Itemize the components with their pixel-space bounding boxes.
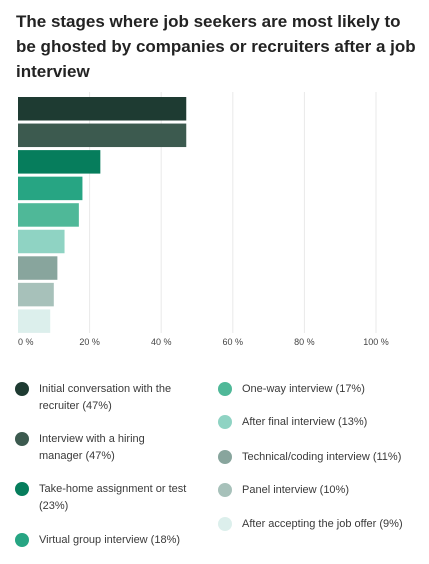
bar bbox=[18, 176, 83, 201]
chart-title: The stages where job seekers are most li… bbox=[16, 12, 416, 81]
bar bbox=[18, 229, 65, 254]
x-tick-label: 100 % bbox=[363, 337, 389, 347]
x-tick-label: 80 % bbox=[294, 337, 315, 347]
bar bbox=[18, 256, 58, 280]
bar bbox=[18, 123, 187, 148]
x-tick-label: 60 % bbox=[223, 337, 244, 347]
bar bbox=[18, 97, 187, 121]
x-axis-ticks: 0 % 20 % 40 % 60 % 80 % 100 % bbox=[18, 337, 389, 347]
bar bbox=[18, 282, 54, 307]
x-tick-label: 20 % bbox=[79, 337, 100, 347]
x-tick-label: 40 % bbox=[151, 337, 172, 347]
bar bbox=[18, 309, 51, 333]
bar bbox=[18, 203, 79, 227]
bar bbox=[18, 150, 101, 174]
bars bbox=[18, 97, 187, 333]
x-tick-label: 0 % bbox=[18, 337, 34, 347]
